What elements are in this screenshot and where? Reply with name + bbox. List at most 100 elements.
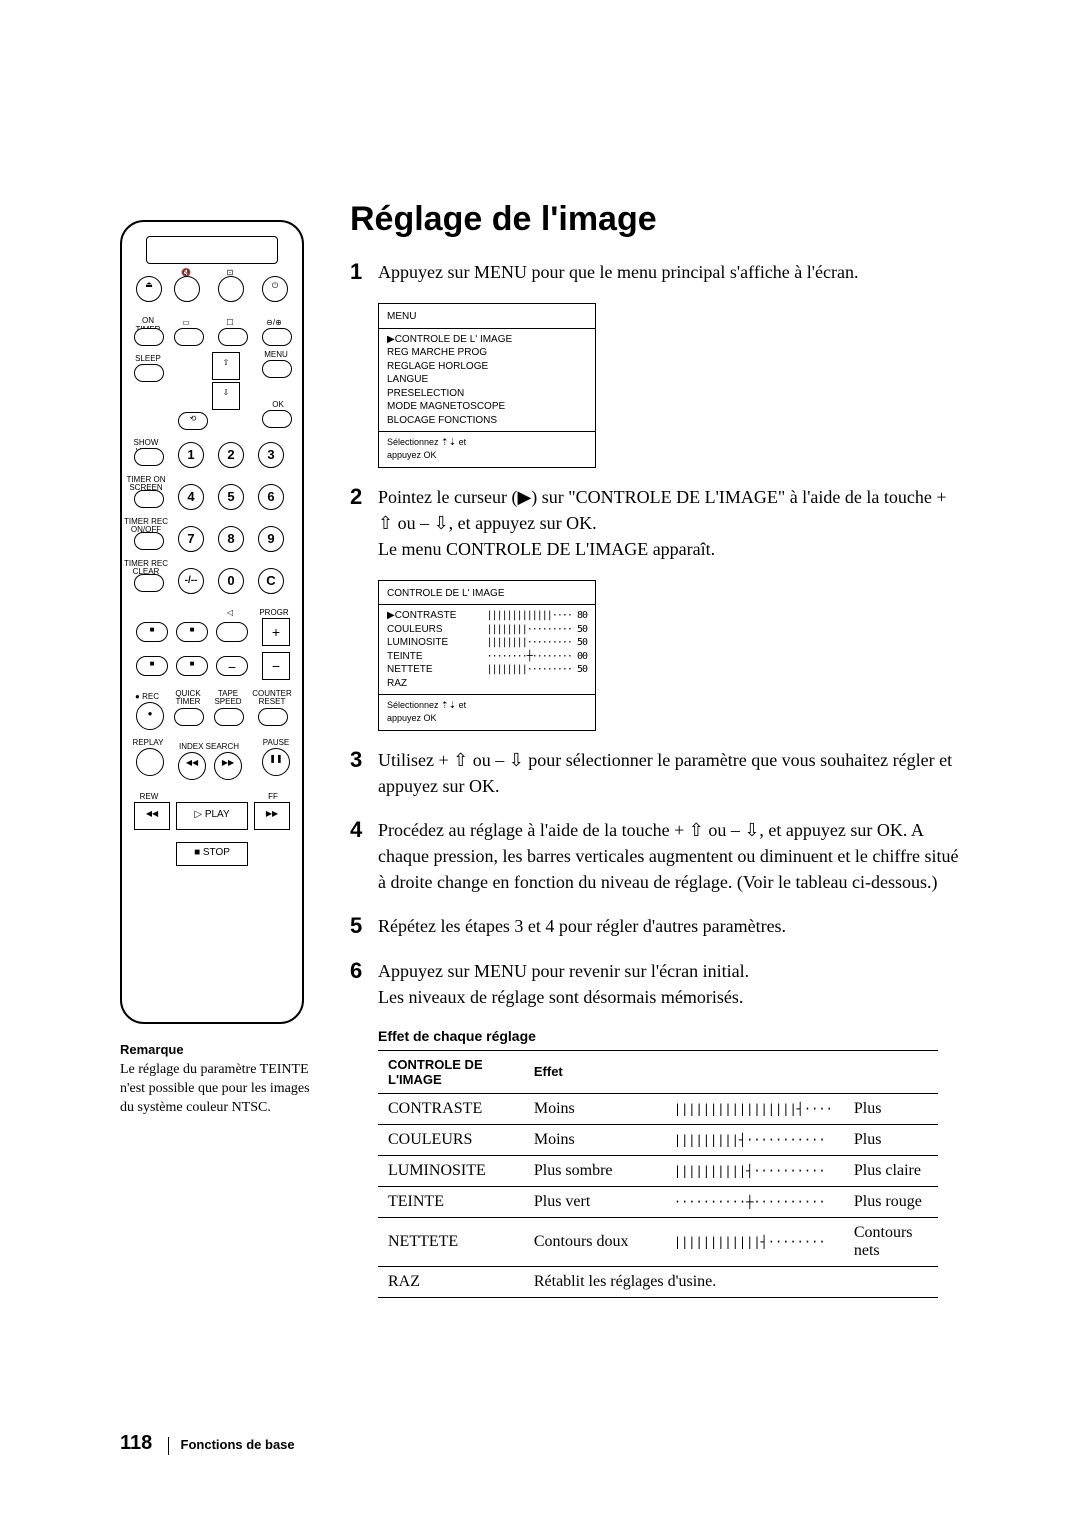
param-name: NETTETE <box>378 1217 524 1266</box>
remote-lcd <box>146 236 278 264</box>
effect-left: Contours doux <box>524 1217 664 1266</box>
effect-right: Plus claire <box>844 1155 938 1186</box>
eject-icon: ⏏ <box>137 280 161 289</box>
button-r2c <box>218 328 248 346</box>
ok-button <box>262 410 292 428</box>
step-5: 5 Répétez les étapes 3 et 4 pour régler … <box>350 913 960 939</box>
on-timer-button <box>134 328 164 346</box>
effect-text: Rétablit les réglages d'usine. <box>524 1266 938 1297</box>
counter-reset-label: COUNTER RESET <box>250 690 294 706</box>
quick-timer-label: QUICK TIMER <box>170 690 206 706</box>
pause-icon: ❚❚ <box>263 754 289 763</box>
step-text: Pointez le curseur (▶) sur "CONTROLE DE … <box>378 484 960 562</box>
ff-icon: ▶▶ <box>255 809 289 818</box>
play-button: ▷ PLAY <box>176 802 248 830</box>
progr-plus: + <box>262 618 290 646</box>
osd-item: MODE MAGNETOSCOPE <box>387 400 587 414</box>
dpad-down: ⇩ <box>212 382 240 410</box>
osd-item: ▶CONTROLE DE L' IMAGE <box>387 333 587 347</box>
osd-item: PRESELECTION <box>387 387 587 401</box>
table-row: COULEURSMoins|||||||||┤···········Plus <box>378 1124 938 1155</box>
num-1: 1 <box>178 442 204 468</box>
osd-row: TEINTE········┼········ 00 <box>387 650 587 664</box>
plus-icon: + <box>263 624 289 640</box>
num-dash: -/-- <box>178 568 204 594</box>
osd-item: REGLAGE HORLOGE <box>387 360 587 374</box>
frame-icon: ◁ <box>216 608 244 617</box>
stop-button: ■ STOP <box>176 842 248 866</box>
tr-b3: − <box>216 656 248 676</box>
step-text: Utilisez + ⇧ ou – ⇩ pour sélectionner le… <box>378 747 960 799</box>
step-text: Répétez les étapes 3 et 4 pour régler d'… <box>378 913 786 939</box>
effect-table: CONTROLE DE L'IMAGE Effet CONTRASTEMoins… <box>378 1050 938 1298</box>
effect-bar: ||||||||||┤·········· <box>664 1155 844 1186</box>
stop2-icon: ■ <box>177 625 207 634</box>
rec-label: ● REC <box>132 692 162 701</box>
step-text: Appuyez sur MENU pour revenir sur l'écra… <box>378 958 749 1010</box>
menu-button <box>262 360 292 378</box>
showview-button <box>134 448 164 466</box>
minus2-icon: − <box>263 658 289 674</box>
osd-row: COULEURS||||||||········· 50 <box>387 623 587 637</box>
sleep-button <box>134 364 164 382</box>
quick-timer-button <box>174 708 204 726</box>
eject-button: ⏏ <box>136 276 162 302</box>
rew-button: ◀◀ <box>134 802 170 830</box>
sleep-label: SLEEP <box>132 354 164 363</box>
osd-row: ▶CONTRASTE|||||||||||||···· 80 <box>387 609 587 623</box>
effect-right: Contours nets <box>844 1217 938 1266</box>
effect-left: Moins <box>524 1124 664 1155</box>
power-button: ⏻ <box>262 276 288 302</box>
note-heading: Remarque <box>120 1042 310 1057</box>
button-r2b <box>174 328 204 346</box>
rec-icon: ● <box>137 709 163 718</box>
table-title: Effet de chaque réglage <box>378 1028 960 1044</box>
menu-label: MENU <box>260 350 292 359</box>
num-2: 2 <box>218 442 244 468</box>
effect-left: Plus sombre <box>524 1155 664 1186</box>
timer-rec-onoff-button <box>134 532 164 550</box>
index-prev: ◀◀ <box>178 752 206 780</box>
effect-left: Plus vert <box>524 1186 664 1217</box>
step-6: 6 Appuyez sur MENU pour revenir sur l'éc… <box>350 958 960 1010</box>
page-title: Réglage de l'image <box>350 200 960 239</box>
minus-icon: − <box>217 659 247 675</box>
tv-icon: ☐ <box>218 318 242 327</box>
rec-button: ● <box>136 702 164 730</box>
osd-row: RAZ <box>387 677 587 691</box>
table-row: RAZRétablit les réglages d'usine. <box>378 1266 938 1297</box>
num-8: 8 <box>218 526 244 552</box>
effect-bar: |||||||||||||||||┤···· <box>664 1093 844 1124</box>
rect-icon: ▭ <box>174 318 198 327</box>
num-7: 7 <box>178 526 204 552</box>
input-button <box>262 328 292 346</box>
num-3: 3 <box>258 442 284 468</box>
power-icon: ⏻ <box>263 281 287 291</box>
stop-label: ■ STOP <box>177 847 247 858</box>
step-number: 5 <box>350 913 378 939</box>
main-content: Réglage de l'image 1 Appuyez sur MENU po… <box>350 200 960 1298</box>
rew-icon: ◀◀ <box>135 809 169 818</box>
ff-button: ▶▶ <box>254 802 290 830</box>
effect-right: Plus <box>844 1093 938 1124</box>
num-6: 6 <box>258 484 284 510</box>
step-number: 2 <box>350 484 378 562</box>
progr-minus: − <box>262 652 290 680</box>
footer-separator <box>168 1437 169 1455</box>
step-2: 2 Pointez le curseur (▶) sur "CONTROLE D… <box>350 484 960 562</box>
ok-label: OK <box>264 400 292 409</box>
tr-a1: ■ <box>136 622 168 642</box>
osd-menu: MENU ▶CONTROLE DE L' IMAGE REG MARCHE PR… <box>378 303 596 467</box>
stop2-icon-b: ■ <box>177 659 207 668</box>
tr-b2: ■ <box>176 656 208 676</box>
num-9: 9 <box>258 526 284 552</box>
osd-row: LUMINOSITE||||||||········· 50 <box>387 636 587 650</box>
replay-label: REPLAY <box>130 738 166 747</box>
timer-onscreen-button <box>134 490 164 508</box>
osd-item: BLOCAGE FONCTIONS <box>387 414 587 428</box>
osd-controle-image: CONTROLE DE L' IMAGE ▶CONTRASTE|||||||||… <box>378 580 596 731</box>
stop-icon: ■ <box>137 625 167 634</box>
osd-header: CONTROLE DE L' IMAGE <box>387 587 587 601</box>
index-search-label: INDEX SEARCH <box>174 742 244 751</box>
num-5: 5 <box>218 484 244 510</box>
